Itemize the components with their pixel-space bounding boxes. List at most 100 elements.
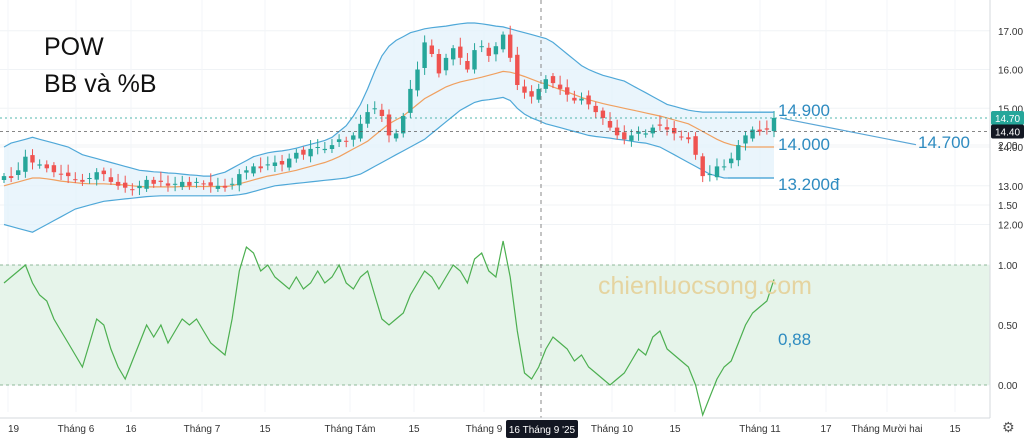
candle-body — [721, 166, 727, 168]
candle-body — [251, 166, 256, 174]
candle-body — [294, 152, 299, 159]
candle-body — [16, 170, 21, 175]
chart-subtitle: BB và %B — [44, 70, 157, 98]
percent-b-layer — [0, 240, 990, 417]
candle-body — [272, 162, 278, 166]
candle-body — [66, 172, 71, 177]
candle-body — [565, 87, 570, 95]
candle-body — [536, 88, 541, 100]
current-price-badge-text: 14.40 — [995, 128, 1020, 139]
candle-body — [165, 183, 171, 186]
crosshair-date-label: 16 Tháng 9 '25 — [509, 425, 576, 436]
price-tick-label: 14.00 — [998, 143, 1023, 154]
pb-tick-label: 1.00 — [998, 261, 1018, 272]
candle-body — [586, 95, 591, 105]
upper-price-badge — [991, 110, 1024, 125]
price-tick-label: 15.00 — [998, 104, 1023, 115]
candle-body — [301, 149, 306, 155]
candle-body — [429, 45, 434, 54]
candle-body — [629, 135, 634, 141]
candle-body — [664, 127, 670, 130]
candle-body — [614, 127, 620, 136]
candle-body — [351, 135, 356, 140]
annotation-layer: chienluocsong.com 14.900 14.000 13.200đ 14.7… — [0, 0, 990, 418]
pb-tick-label: 1.50 — [998, 201, 1018, 212]
candle-body — [472, 50, 477, 70]
candle-body — [700, 156, 705, 177]
candle-body — [144, 179, 149, 189]
candle-body — [1, 176, 7, 180]
candle-body — [30, 155, 35, 163]
candle-body — [493, 46, 499, 55]
candle-body — [8, 176, 14, 178]
price-tick-label: 12.00 — [998, 221, 1023, 232]
x-tick-label: 16 — [125, 424, 137, 435]
gear-icon[interactable]: ⚙ — [1002, 419, 1015, 435]
candle-body — [208, 182, 213, 186]
candle-body — [422, 42, 427, 68]
candle-body — [73, 179, 78, 181]
candle-body — [693, 136, 698, 155]
candle-body — [650, 127, 655, 134]
candle-body — [729, 158, 734, 164]
candle-body — [265, 164, 270, 166]
lower-band-label: 13.200đ — [778, 175, 840, 194]
candle-body — [215, 185, 221, 189]
candle-body — [743, 135, 748, 144]
candle-body — [94, 172, 99, 180]
candle-body — [508, 34, 513, 58]
candle-body — [643, 133, 648, 135]
x-tick-label: Tháng 11 — [739, 424, 781, 435]
candle-body — [393, 133, 399, 139]
candle-body — [172, 183, 178, 185]
x-tick-label: Tháng 7 — [184, 424, 221, 435]
candle-body — [522, 86, 527, 93]
x-tick-label: Tháng Mười hai — [851, 424, 922, 435]
candle-body — [572, 97, 577, 101]
x-tick-label: 15 — [259, 424, 271, 435]
x-tick-label: 17 — [820, 424, 832, 435]
candle-body — [258, 166, 263, 169]
candle-body — [593, 105, 598, 113]
candle-body — [80, 179, 85, 182]
candle-body — [714, 166, 720, 178]
candle-body — [451, 48, 456, 60]
candle-body — [379, 109, 385, 116]
candle-body — [401, 116, 406, 134]
price-tick-label: 16.00 — [998, 66, 1023, 77]
candle-body — [365, 112, 370, 124]
candle-body — [322, 148, 327, 151]
candle-body — [679, 136, 684, 138]
upper-price-badge-text: 14.70 — [995, 114, 1020, 125]
upper-band-label: 14.900 — [778, 101, 830, 120]
candle-body — [657, 124, 663, 126]
candle-body — [229, 183, 235, 185]
candle-body — [58, 173, 64, 175]
candle-body — [222, 185, 228, 188]
candle-body — [771, 117, 777, 132]
candle-body — [636, 131, 641, 134]
chart-title: POW — [44, 33, 104, 61]
candle-body — [329, 145, 335, 149]
x-tick-label: 15 — [949, 424, 961, 435]
candle-body — [529, 91, 534, 97]
candle-body — [443, 57, 449, 71]
pb-tick-label: 0.50 — [998, 321, 1018, 332]
watermark: chienluocsong.com — [598, 272, 812, 300]
target-pointer-line — [779, 117, 917, 146]
candle-body — [486, 47, 491, 56]
x-tick-label: Tháng Tám — [325, 424, 376, 435]
candle-body — [308, 148, 313, 157]
candle-body — [51, 165, 57, 173]
x-tick-label: Tháng 10 — [591, 424, 634, 435]
pb-tick-label: 0.00 — [998, 381, 1018, 392]
candle-body — [550, 76, 556, 84]
candle-body — [543, 79, 548, 89]
candle-body — [44, 164, 49, 169]
candle-body — [622, 132, 627, 140]
candle-body — [764, 128, 770, 130]
pb-range-fill — [0, 265, 990, 385]
price-tick-label: 13.00 — [998, 182, 1023, 193]
